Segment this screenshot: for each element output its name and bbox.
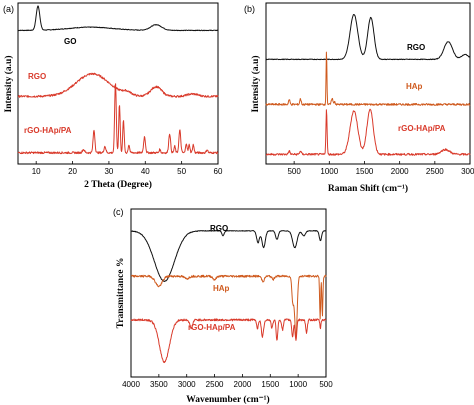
- series-line-a-2: [17, 83, 219, 155]
- series-label-a-go: GO: [64, 37, 76, 46]
- series-line-b-0: [265, 13, 471, 61]
- series-label-a-composite: rGO-HAp/PA: [24, 126, 72, 135]
- x-axis-label-b: Raman Shift (cm⁻¹): [328, 183, 408, 194]
- x-axis-label-a: 2 Theta (Degree): [84, 179, 152, 190]
- x-axis-label-c: Wavenumber (cm⁻¹): [186, 394, 269, 405]
- series-line-a-1: [17, 72, 219, 98]
- chart-c: (c) 4000 3500 3000 2500 2000 1500 1000 500 Wave…: [113, 207, 333, 405]
- x-tick-label-c-6: 1000: [289, 380, 307, 389]
- series-line-b-2: [265, 108, 471, 156]
- x-tick-label-b-0: 500: [287, 167, 301, 176]
- series-line-c-0: [130, 230, 327, 282]
- series-label-c-hap: HAp: [213, 284, 230, 293]
- x-tick-label-c-7: 500: [319, 380, 333, 389]
- y-axis-label-a: Intensity (a.u): [3, 55, 14, 112]
- series-line-a-0: [17, 5, 219, 32]
- x-tick-label-a-3: 40: [141, 167, 150, 176]
- x-tick-label-b-1: 1000: [320, 167, 338, 176]
- x-tick-label-b-3: 2000: [391, 167, 409, 176]
- series-label-c-rgo: RGO: [210, 224, 228, 233]
- y-axis-label-c: Transmittance %: [116, 258, 126, 329]
- x-tick-label-a-1: 20: [68, 167, 77, 176]
- series-label-c-composite: rGO-HAp/PA: [188, 323, 236, 332]
- panel-label-c: (c): [113, 207, 124, 217]
- chart-b: (b) 500 1000 1500 2000 2500 3000 Raman Shift …: [244, 2, 474, 194]
- x-tick-label-a-2: 30: [104, 167, 113, 176]
- x-tick-label-c-0: 4000: [122, 380, 140, 389]
- plot-frame-c: [130, 208, 327, 378]
- x-tick-label-a-5: 60: [214, 167, 223, 176]
- x-tick-label-a-4: 50: [177, 167, 186, 176]
- x-tick-label-c-3: 2500: [206, 380, 224, 389]
- panel-label-b: (b): [244, 4, 255, 14]
- series-label-a-rgo: RGO: [28, 72, 46, 81]
- x-tick-label-c-2: 3000: [178, 380, 196, 389]
- plot-frame-b: [265, 2, 471, 165]
- x-tick-label-b-2: 1500: [356, 167, 374, 176]
- chart-a: (a) 10 20 30 40 50 60 2 Theta (Degree) Intens…: [3, 2, 223, 190]
- x-tick-label-c-1: 3500: [150, 380, 168, 389]
- x-tick-label-c-5: 1500: [261, 380, 279, 389]
- series-line-b-1: [265, 51, 471, 106]
- series-line-c-1: [130, 274, 327, 338]
- series-label-b-hap: HAp: [406, 82, 423, 91]
- x-tick-label-c-4: 2000: [234, 380, 252, 389]
- x-tick-label-b-4: 2500: [426, 167, 444, 176]
- series-label-b-rgo: RGO: [407, 43, 425, 52]
- x-tick-label-a-0: 10: [32, 167, 41, 176]
- panel-label-a: (a): [3, 4, 14, 14]
- y-axis-label-b: Intensity (a.u): [250, 55, 261, 112]
- series-label-b-composite: rGO-HAp/PA: [398, 124, 446, 133]
- series-line-c-2: [130, 318, 327, 364]
- x-tick-label-b-5: 3000: [461, 167, 474, 176]
- plot-frame-a: [17, 2, 219, 165]
